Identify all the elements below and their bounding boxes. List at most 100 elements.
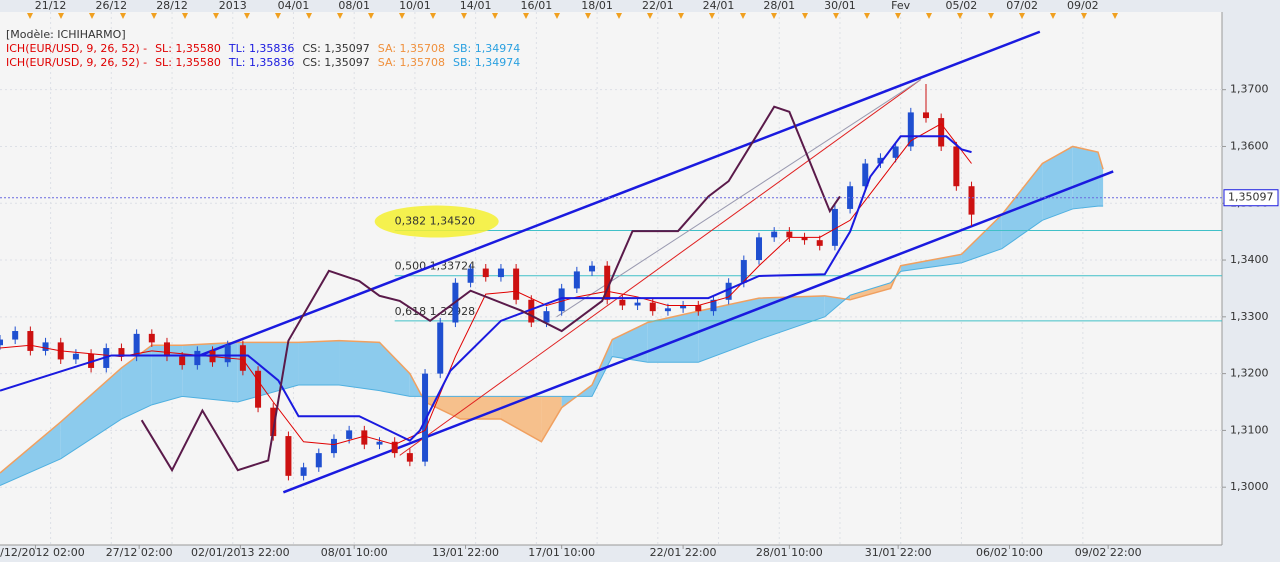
candle-body (892, 146, 899, 158)
x-tick-label: 08/01 10:00 (321, 546, 388, 559)
candle-body (330, 438, 337, 454)
candle-body (497, 268, 504, 278)
event-marker (678, 13, 684, 19)
event-marker (523, 13, 529, 19)
candle-body (877, 157, 884, 164)
x-tick-label: 28/01 10:00 (756, 546, 823, 559)
event-marker (182, 13, 188, 19)
x-tick-label: 26/12 (95, 0, 127, 12)
candle-body (315, 453, 322, 468)
candle-body (801, 237, 808, 241)
x-tick-label: 10/01 (399, 0, 431, 12)
y-tick-label: 1,3600 (1230, 139, 1269, 152)
candle-body (72, 353, 79, 360)
event-marker (740, 13, 746, 19)
x-tick-label: 28/01 (763, 0, 795, 12)
event-marker (1019, 13, 1025, 19)
cloud-fill (900, 254, 962, 272)
y-tick-label: 1,3300 (1230, 310, 1269, 323)
legend-row: ICH(EUR/USD, 9, 26, 52) - SL: 1,35580 TL: … (6, 42, 528, 56)
x-tick-label: Fev (891, 0, 910, 12)
event-marker (151, 13, 157, 19)
candle-body (649, 302, 656, 312)
candle-body (376, 441, 383, 445)
candle-body (725, 282, 732, 300)
legend-item: CS: 1,35097 (302, 56, 370, 69)
candle-body (118, 348, 125, 357)
indicator-line (140, 105, 841, 473)
candle-body (482, 268, 489, 278)
event-marker (771, 13, 777, 19)
fibo-label: 0,500 1,33724 (395, 260, 475, 273)
candle-body (771, 231, 778, 238)
candle-body (740, 260, 747, 283)
cloud-fill (961, 214, 1002, 263)
x-tick-label: 18/01 (581, 0, 613, 12)
legend-model: [Modèle: ICHIHARMO] (6, 28, 126, 41)
candle-body (786, 231, 793, 238)
event-marker (926, 13, 932, 19)
event-marker (616, 13, 622, 19)
y-tick-label: 1,3700 (1230, 83, 1269, 96)
event-marker (554, 13, 560, 19)
candle-body (938, 118, 945, 147)
candle-body (756, 237, 763, 261)
x-tick-label: 21/12 (35, 0, 67, 12)
candle-body (194, 350, 201, 366)
x-tick-label: 14/01 (460, 0, 492, 12)
x-tick-label: 07/02 (1006, 0, 1038, 12)
legend: [Modèle: ICHIHARMO] ICH(EUR/USD, 9, 26, … (6, 28, 528, 70)
price-tag-label: 1,35097 (1228, 191, 1274, 204)
candle-body (953, 146, 960, 187)
x-tick-label: 04/01 (278, 0, 310, 12)
legend-item: SA: 1,35708 (377, 42, 446, 55)
x-tick-label: 09/02 22:00 (1075, 546, 1142, 559)
candle-body (573, 271, 580, 289)
legend-item: SB: 1,34974 (453, 56, 521, 69)
candle-body (467, 268, 474, 283)
cloud-fill (151, 345, 183, 405)
cloud-fill (1042, 146, 1073, 221)
cloud-fill (298, 340, 340, 385)
candle-body (604, 265, 611, 300)
cloud-fill (60, 367, 122, 459)
legend-item: TL: 1,35836 (228, 42, 295, 55)
fibo-label: 0,618 1,32928 (395, 305, 475, 318)
event-marker (833, 13, 839, 19)
candle-body (664, 308, 671, 312)
candle-body (285, 436, 292, 476)
x-tick-label: 22/01 22:00 (650, 546, 717, 559)
event-marker (895, 13, 901, 19)
event-marker (213, 13, 219, 19)
candle-body (968, 186, 975, 215)
candle-body (391, 441, 398, 454)
event-marker (27, 13, 33, 19)
cloud-fill (1072, 146, 1099, 209)
x-tick-label: 16/01 (521, 0, 553, 12)
x-tick-label: 22/01 (642, 0, 674, 12)
event-marker (957, 13, 963, 19)
candle-body (0, 339, 3, 346)
candle-body (831, 208, 838, 246)
event-marker (864, 13, 870, 19)
candle-body (816, 240, 823, 246)
candle-body (619, 299, 626, 306)
candle-body (847, 186, 854, 209)
legend-item: SL: 1,35580 (155, 56, 221, 69)
candle-body (270, 407, 277, 437)
x-tick-label: 08/01 (338, 0, 370, 12)
y-tick-label: 1,3000 (1230, 480, 1269, 493)
candle-body (422, 373, 429, 462)
y-tick-label: 1,3400 (1230, 253, 1269, 266)
indicator-line (0, 123, 972, 446)
candle-body (255, 370, 262, 408)
trendline (282, 170, 1114, 494)
x-tick-label: 30/01 (824, 0, 856, 12)
x-tick-label: 05/02 (946, 0, 978, 12)
candle-body (133, 333, 140, 357)
x-tick-label: 09/02 (1067, 0, 1099, 12)
candle-body (437, 322, 444, 374)
price-tag (1223, 189, 1279, 207)
